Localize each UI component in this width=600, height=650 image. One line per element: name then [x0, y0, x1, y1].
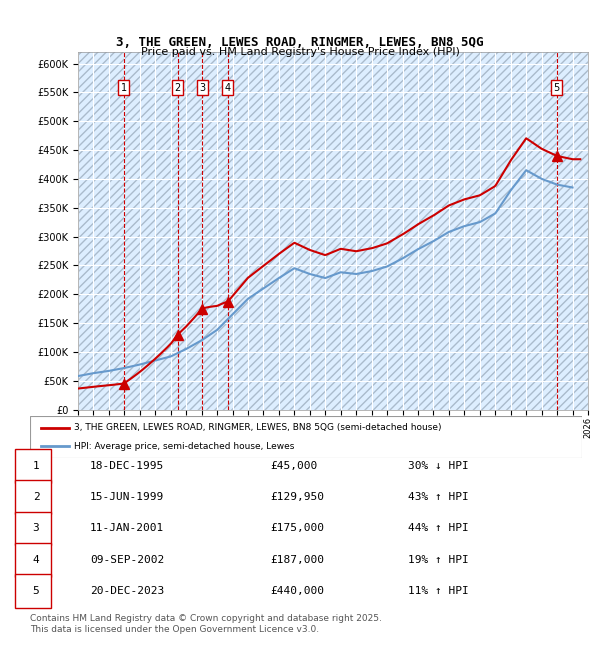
Text: 3: 3 — [199, 83, 205, 93]
Text: 11-JAN-2001: 11-JAN-2001 — [90, 523, 164, 534]
Text: HPI: Average price, semi-detached house, Lewes: HPI: Average price, semi-detached house,… — [74, 442, 295, 451]
Text: 2: 2 — [175, 83, 181, 93]
Text: 44% ↑ HPI: 44% ↑ HPI — [408, 523, 469, 534]
Text: 1: 1 — [121, 83, 127, 93]
Text: 1: 1 — [32, 461, 40, 471]
Text: 4: 4 — [32, 554, 40, 565]
Text: £175,000: £175,000 — [270, 523, 324, 534]
Text: 30% ↓ HPI: 30% ↓ HPI — [408, 461, 469, 471]
Text: 3, THE GREEN, LEWES ROAD, RINGMER, LEWES, BN8 5QG: 3, THE GREEN, LEWES ROAD, RINGMER, LEWES… — [116, 36, 484, 49]
Text: £440,000: £440,000 — [270, 586, 324, 596]
Text: £45,000: £45,000 — [270, 461, 317, 471]
Text: 43% ↑ HPI: 43% ↑ HPI — [408, 492, 469, 502]
Text: Price paid vs. HM Land Registry's House Price Index (HPI): Price paid vs. HM Land Registry's House … — [140, 47, 460, 57]
Text: 11% ↑ HPI: 11% ↑ HPI — [408, 586, 469, 596]
Text: 15-JUN-1999: 15-JUN-1999 — [90, 492, 164, 502]
Text: 5: 5 — [32, 586, 40, 596]
Text: £129,950: £129,950 — [270, 492, 324, 502]
Text: 19% ↑ HPI: 19% ↑ HPI — [408, 554, 469, 565]
Text: Contains HM Land Registry data © Crown copyright and database right 2025.
This d: Contains HM Land Registry data © Crown c… — [30, 614, 382, 634]
Text: 2: 2 — [32, 492, 40, 502]
Text: £187,000: £187,000 — [270, 554, 324, 565]
Text: 09-SEP-2002: 09-SEP-2002 — [90, 554, 164, 565]
Text: 3: 3 — [32, 523, 40, 534]
Text: 4: 4 — [224, 83, 231, 93]
Text: 20-DEC-2023: 20-DEC-2023 — [90, 586, 164, 596]
Text: 18-DEC-1995: 18-DEC-1995 — [90, 461, 164, 471]
Text: 5: 5 — [554, 83, 560, 93]
Text: 3, THE GREEN, LEWES ROAD, RINGMER, LEWES, BN8 5QG (semi-detached house): 3, THE GREEN, LEWES ROAD, RINGMER, LEWES… — [74, 423, 442, 432]
